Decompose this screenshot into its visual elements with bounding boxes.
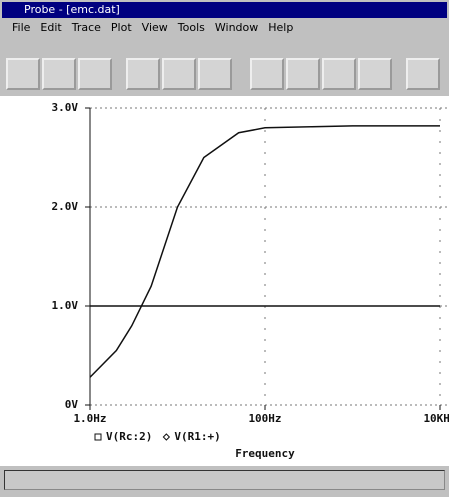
x-tick-label: 1.0Hz: [73, 412, 106, 425]
menu-item[interactable]: Help: [268, 21, 294, 34]
plot-button[interactable]: [406, 58, 440, 90]
y-tick-label: 3.0V: [52, 101, 79, 114]
menu-item[interactable]: File: [12, 21, 31, 34]
status-bar: [4, 470, 445, 490]
title-bar: Probe - [emc.dat]: [2, 2, 447, 18]
print-button[interactable]: [78, 58, 112, 90]
x-tick-label: 10KHz: [423, 412, 449, 425]
menu-item[interactable]: Plot: [110, 21, 132, 34]
zoom-fit-button[interactable]: [358, 58, 392, 90]
plot-background: [0, 96, 449, 466]
cut-button[interactable]: [126, 58, 160, 90]
menu-item[interactable]: Tools: [177, 21, 205, 34]
open-button[interactable]: [6, 58, 40, 90]
x-axis-label: Frequency: [235, 447, 295, 460]
zoom-in-button[interactable]: [250, 58, 284, 90]
legend-label: V(R1:+): [174, 430, 220, 443]
plot-area: 0V 1.0V 2.0V 3.0V 1.0Hz 100Hz 10KHz V(Rc:2) V(R1…: [0, 96, 449, 466]
menu-item[interactable]: Window: [214, 21, 259, 34]
window-title: Probe - [emc.dat]: [24, 3, 120, 16]
legend-marker: [162, 433, 171, 441]
legend-label: V(Rc:2): [106, 430, 152, 443]
menu-item[interactable]: Trace: [71, 21, 101, 34]
menu-item[interactable]: Edit: [40, 21, 62, 34]
copy-button[interactable]: [162, 58, 196, 90]
zoom-area-button[interactable]: [322, 58, 356, 90]
menu-item[interactable]: View: [141, 21, 168, 34]
data-line: [89, 125, 440, 378]
y-tick-label: 0V: [65, 398, 79, 411]
y-tick-label: 2.0V: [52, 200, 79, 213]
zoom-out-button[interactable]: [286, 58, 320, 90]
menu-bar: File Edit Trace Plot View Tools Window Help: [2, 20, 447, 36]
y-tick-label: 1.0V: [52, 299, 79, 312]
legend-marker: [94, 433, 102, 441]
new-button[interactable]: [42, 58, 76, 90]
x-tick-label: 100Hz: [248, 412, 281, 425]
paste-button[interactable]: [198, 58, 232, 90]
toolbar: [2, 38, 447, 94]
